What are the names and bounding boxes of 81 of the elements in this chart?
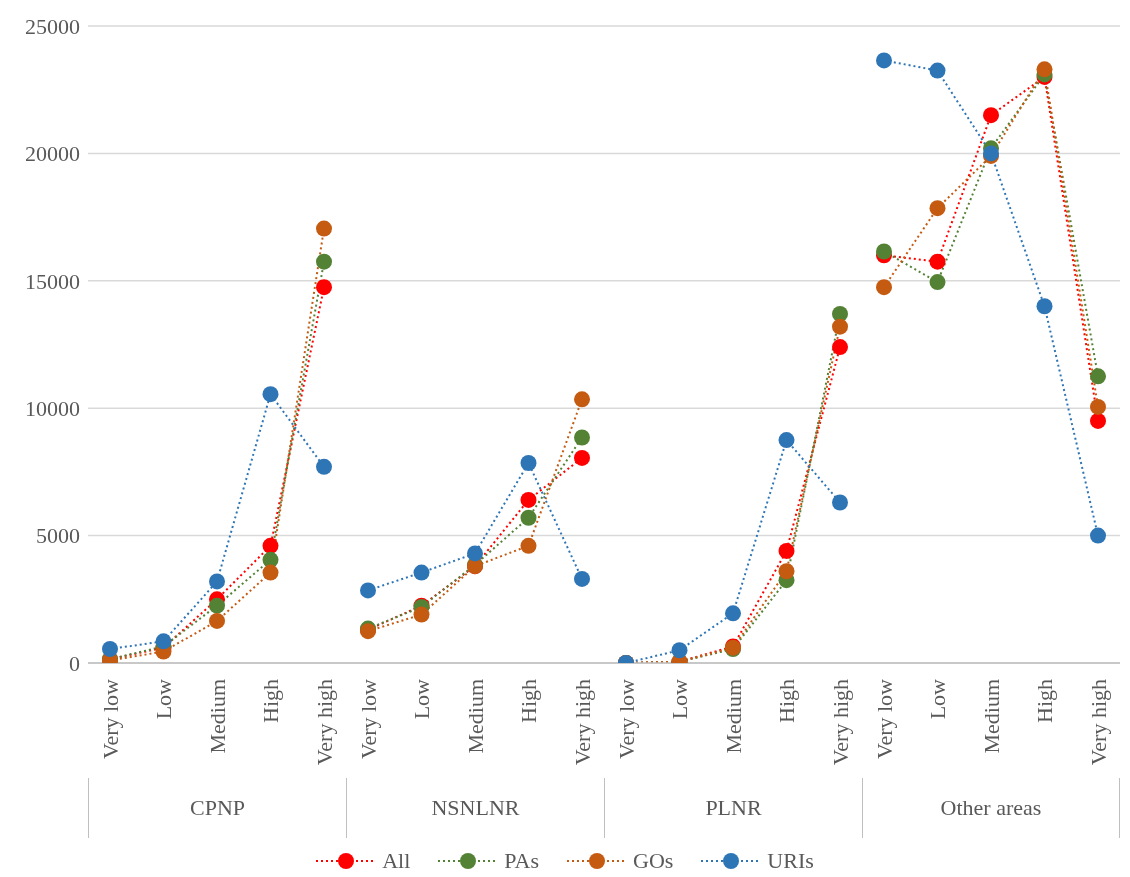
point: [316, 220, 332, 237]
point: [316, 253, 332, 270]
point: [832, 494, 848, 511]
x-tick-label: Low: [409, 678, 434, 720]
point: [929, 62, 946, 79]
point: [574, 449, 590, 466]
point: [1036, 61, 1053, 78]
x-tick-label: Low: [925, 678, 950, 720]
point: [467, 545, 483, 562]
point: [1090, 368, 1106, 385]
point: [1090, 412, 1106, 429]
y-tick-label: 20000: [25, 141, 80, 167]
point: [520, 509, 537, 526]
x-tick-label: Medium: [720, 679, 746, 754]
x-axis-title: NSNLNR: [346, 778, 604, 838]
point: [262, 564, 279, 581]
point: [209, 573, 225, 590]
point: [520, 537, 537, 554]
point: [413, 564, 430, 581]
point: [832, 318, 848, 335]
point: [1090, 398, 1106, 415]
point: [832, 339, 848, 356]
x-tick-label: Low: [151, 678, 176, 720]
legend-label: All: [382, 848, 411, 874]
x-axis-title: Other areas: [862, 778, 1120, 838]
legend-label: PAs: [504, 848, 539, 874]
x-tick-label: Very high: [1085, 679, 1111, 766]
point: [778, 542, 795, 559]
x-axis-title: PLNR: [604, 778, 862, 838]
y-tick-label: 0: [69, 650, 80, 676]
x-tick-label: High: [516, 679, 541, 723]
point: [102, 640, 118, 657]
point: [209, 612, 225, 629]
x-tick-label: Low: [667, 678, 692, 720]
point: [520, 491, 537, 508]
point: [671, 642, 688, 659]
x-tick-label: Very low: [871, 678, 897, 760]
point: [725, 605, 741, 622]
point: [360, 582, 376, 599]
x-tick-label: Very low: [613, 678, 639, 760]
point: [983, 107, 999, 124]
x-tick-label: Medium: [462, 679, 488, 754]
point: [929, 274, 946, 291]
point: [778, 563, 795, 580]
x-tick-label: Medium: [204, 679, 230, 754]
point: [316, 458, 332, 475]
x-axis-title: CPNP: [88, 778, 346, 838]
x-tick-label: Very high: [827, 679, 853, 766]
x-tick-label: Very high: [311, 679, 337, 766]
x-tick-label: High: [258, 679, 283, 723]
y-tick-label: 25000: [25, 13, 80, 39]
y-tick-label: 15000: [25, 268, 80, 294]
point: [1090, 527, 1106, 544]
point: [876, 52, 892, 69]
point: [574, 391, 590, 408]
legend-label: URIs: [767, 848, 814, 874]
point: [262, 537, 279, 554]
point: [1036, 298, 1053, 315]
point: [929, 200, 946, 217]
point: [876, 243, 892, 260]
point: [413, 606, 430, 623]
point: [929, 253, 946, 270]
point: [262, 386, 279, 403]
point: [778, 432, 795, 449]
x-tick-label: Medium: [978, 679, 1004, 754]
x-tick-label: Very high: [569, 679, 595, 766]
x-tick-label: High: [1032, 679, 1057, 723]
point: [155, 633, 172, 650]
point: [832, 305, 848, 322]
y-tick-label: 10000: [25, 396, 80, 422]
point: [520, 454, 537, 471]
point: [876, 279, 892, 296]
point: [316, 279, 332, 296]
point: [209, 597, 225, 614]
x-tick-label: Very low: [97, 678, 123, 760]
x-tick-label: Very low: [355, 678, 381, 760]
legend-label: GOs: [633, 848, 674, 874]
point: [574, 429, 590, 446]
y-tick-label: 5000: [36, 523, 80, 549]
x-tick-label: High: [774, 679, 799, 723]
point: [574, 570, 590, 587]
